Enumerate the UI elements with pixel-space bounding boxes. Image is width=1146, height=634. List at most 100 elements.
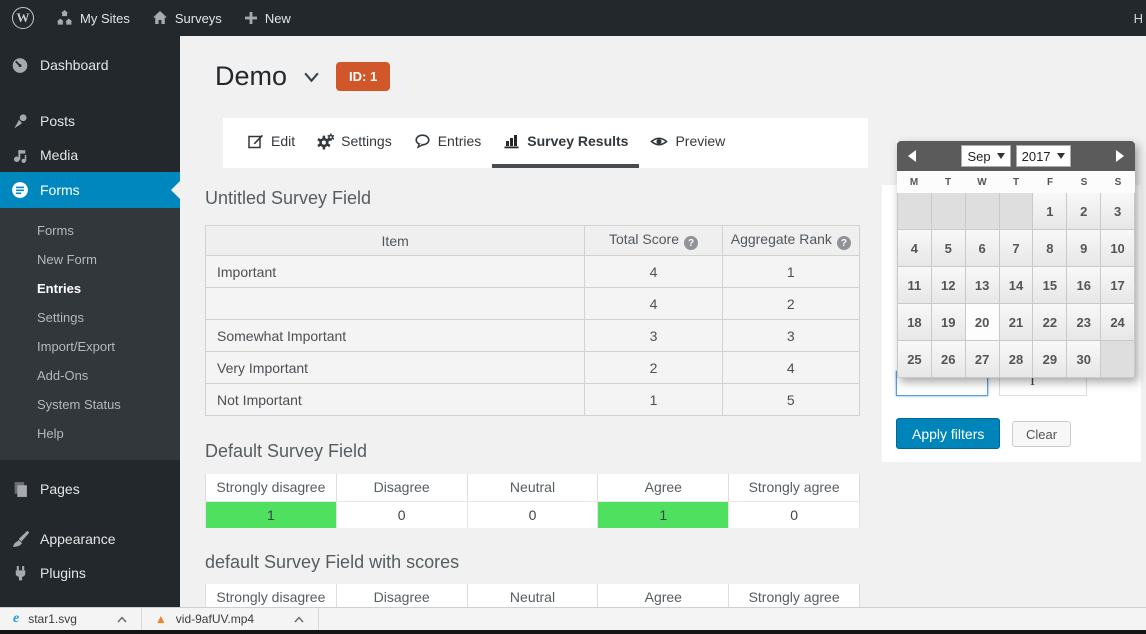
tab-settings[interactable]: Settings <box>306 118 403 168</box>
submenu-item-new-form[interactable]: New Form <box>37 252 97 267</box>
help-icon[interactable]: ? <box>836 236 851 251</box>
section-title-likert-scores: default Survey Field with scores <box>205 552 460 572</box>
calendar-day[interactable]: 22 <box>1033 304 1067 340</box>
sidebar-label: Dashboard <box>40 57 109 73</box>
calendar-day[interactable]: 28 <box>999 341 1033 377</box>
calendar-day[interactable]: 15 <box>1033 267 1067 303</box>
download-filename: star1.svg <box>28 612 77 626</box>
sidebar-item-dashboard[interactable]: Dashboard <box>0 48 180 82</box>
calendar-day[interactable]: 11 <box>898 267 931 303</box>
calendar-day[interactable]: 23 <box>1067 304 1101 340</box>
sidebar-item-plugins[interactable]: Plugins <box>0 556 180 590</box>
sidebar-item-media[interactable]: Media <box>0 138 180 172</box>
prev-month-button[interactable] <box>899 141 925 171</box>
tab-entries[interactable]: Entries <box>403 118 493 168</box>
clear-button[interactable]: Clear <box>1012 421 1072 447</box>
forms-icon <box>10 181 30 199</box>
calendar-day[interactable]: 27 <box>965 341 999 377</box>
download-item-video[interactable]: ▲ vid-9afUV.mp4 <box>142 608 320 630</box>
calendar-day[interactable]: 16 <box>1067 267 1101 303</box>
sidebar-item-posts[interactable]: Posts <box>0 104 180 138</box>
calendar-day[interactable]: 10 <box>1101 230 1134 266</box>
submenu-item-import-export[interactable]: Import/Export <box>37 339 116 354</box>
chevron-up-icon[interactable] <box>293 615 305 624</box>
edit-pencil-icon <box>248 133 264 149</box>
tab-edit[interactable]: Edit <box>237 118 306 168</box>
rank-cell: 2 <box>721 287 861 320</box>
tab-survey-results[interactable]: Survey Results <box>492 118 640 168</box>
calendar-day[interactable]: 2 <box>1067 193 1101 229</box>
calendar-day[interactable]: 26 <box>931 341 965 377</box>
calendar-day[interactable]: 12 <box>931 267 965 303</box>
ranking-table: Item Total Score? Aggregate Rank? Import… <box>204 225 861 416</box>
page-header: Demo ID: 1 <box>215 58 860 94</box>
download-item-star1[interactable]: e star1.svg <box>0 608 142 630</box>
submenu-item-forms[interactable]: Forms <box>37 223 74 238</box>
score-cell: 1 <box>584 383 723 416</box>
wordpress-logo-icon: W <box>12 7 34 29</box>
calendar-day[interactable]: 6 <box>965 230 999 266</box>
submenu-item-help[interactable]: Help <box>37 426 64 441</box>
calendar-day[interactable]: 5 <box>931 230 965 266</box>
value-cell-highlighted: 1 <box>597 501 730 528</box>
sidebar-item-pages[interactable]: Pages <box>0 472 180 506</box>
value-cell-highlighted: 1 <box>205 501 337 528</box>
multisite-icon <box>56 9 73 27</box>
calendar-day[interactable]: 19 <box>931 304 965 340</box>
calendar-day[interactable]: 1 <box>1033 193 1067 229</box>
column-header: Strongly agree <box>728 474 860 502</box>
calendar-day[interactable]: 18 <box>898 304 931 340</box>
item-cell: Not Important <box>204 383 586 416</box>
admin-bar-site-surveys[interactable]: Surveys <box>152 10 222 26</box>
dow-label: W <box>977 176 987 188</box>
bar-chart-icon <box>503 133 520 149</box>
calendar-day[interactable]: 25 <box>898 341 931 377</box>
sidebar-item-forms[interactable]: Forms <box>0 172 180 208</box>
calendar-day[interactable]: 21 <box>999 304 1033 340</box>
form-switcher-chevron-down-icon[interactable] <box>303 69 320 84</box>
sidebar-label: Forms <box>40 182 80 198</box>
apply-filters-button[interactable]: Apply filters <box>896 418 1001 449</box>
calendar-day[interactable]: 13 <box>965 267 999 303</box>
calendar-day[interactable]: 9 <box>1067 230 1101 266</box>
value-cell: 0 <box>335 501 468 528</box>
calendar-day[interactable]: 30 <box>1067 341 1101 377</box>
next-month-button[interactable] <box>1107 141 1133 171</box>
calendar-day[interactable]: 29 <box>1033 341 1067 377</box>
calendar-day[interactable]: 14 <box>999 267 1033 303</box>
calendar-day[interactable]: 24 <box>1101 304 1134 340</box>
sidebar-item-appearance[interactable]: Appearance <box>0 522 180 556</box>
calendar-empty-cell <box>931 193 965 229</box>
calendar-day[interactable]: 8 <box>1033 230 1067 266</box>
column-header: Neutral <box>466 584 599 607</box>
table-row: Very Important 2 4 <box>204 351 861 384</box>
submenu-item-add-ons[interactable]: Add-Ons <box>37 368 89 383</box>
date-from-input[interactable] <box>896 371 988 396</box>
month-select[interactable]: Sep <box>961 145 1011 167</box>
admin-bar-my-sites[interactable]: My Sites <box>56 9 130 27</box>
year-select[interactable]: 2017 <box>1015 145 1071 167</box>
dow-label: F <box>1046 176 1054 188</box>
chevron-up-icon[interactable] <box>116 615 128 624</box>
help-icon[interactable]: ? <box>684 236 699 251</box>
tab-label: Preview <box>675 133 726 149</box>
calendar-day[interactable]: 7 <box>999 230 1033 266</box>
pushpin-icon <box>10 113 30 130</box>
column-header: Disagree <box>335 584 468 607</box>
calendar-day-today[interactable]: 20 <box>965 304 999 340</box>
calendar-day[interactable]: 4 <box>898 230 931 266</box>
submenu-item-system-status[interactable]: System Status <box>37 397 121 412</box>
admin-bar-account-text[interactable]: H <box>1133 10 1143 26</box>
submenu-item-entries[interactable]: Entries <box>37 281 82 296</box>
admin-bar: W My Sites Surveys New H <box>0 0 1146 36</box>
calendar-day[interactable]: 3 <box>1101 193 1134 229</box>
dow-label: T <box>1012 176 1020 188</box>
admin-bar-new[interactable]: New <box>244 11 291 26</box>
column-header: Strongly agree <box>728 584 860 607</box>
score-cell: 3 <box>584 319 723 352</box>
calendar-day[interactable]: 17 <box>1101 267 1134 303</box>
tab-preview[interactable]: Preview <box>639 118 736 168</box>
submenu-item-settings[interactable]: Settings <box>37 310 84 325</box>
wordpress-logo-button[interactable]: W <box>12 7 34 29</box>
